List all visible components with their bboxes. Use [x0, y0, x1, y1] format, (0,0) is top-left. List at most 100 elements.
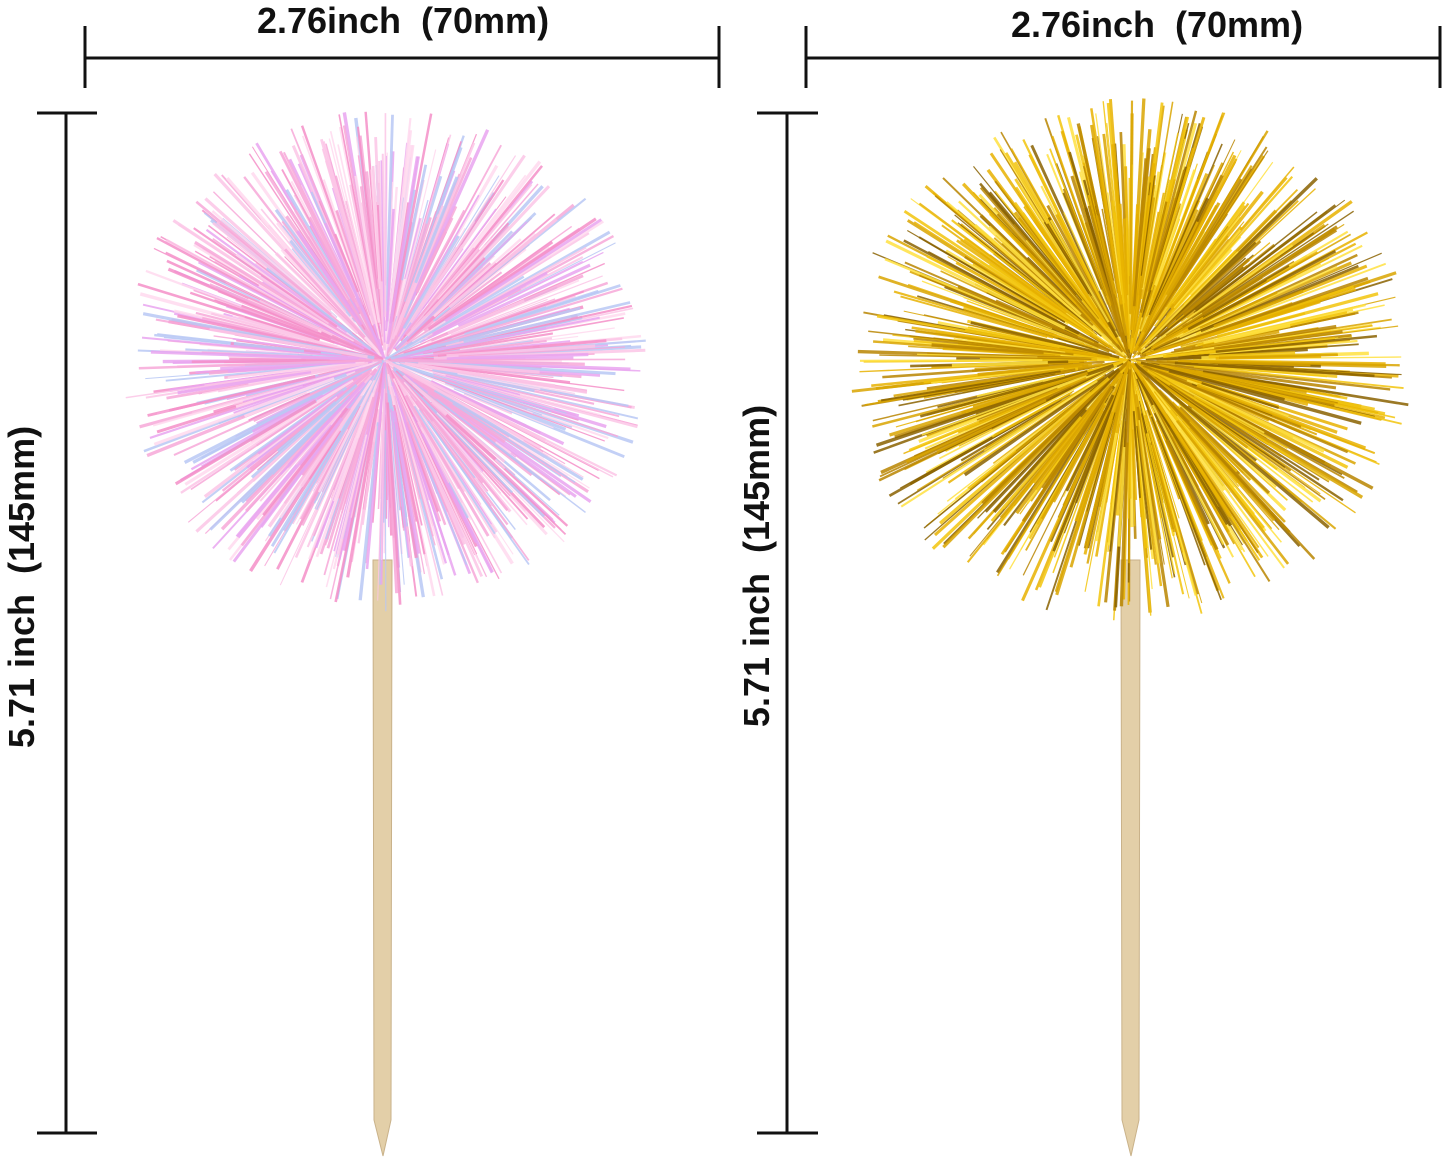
tinsel-strand: [1175, 150, 1269, 292]
tinsel-strand: [165, 363, 338, 382]
tinsel-strand: [916, 374, 1106, 491]
tinsel-strand: [380, 160, 386, 343]
tinsel-strand: [220, 410, 337, 531]
tinsel-strand: [306, 391, 373, 548]
tinsel-strand: [289, 239, 352, 318]
tinsel-strand: [402, 235, 460, 329]
tinsel-strand: [907, 230, 1065, 323]
tinsel-strand: [1137, 437, 1151, 567]
tinsel-strand: [1167, 379, 1265, 434]
tinsel-strand: [976, 387, 1058, 421]
tinsel-strand: [420, 427, 471, 520]
tinsel-strand: [1125, 217, 1131, 354]
tinsel-strand: [1139, 203, 1182, 330]
tinsel-strand: [1217, 292, 1379, 339]
tinsel-strand: [921, 374, 1087, 436]
tinsel-strand: [1145, 287, 1357, 357]
tinsel-strand: [273, 359, 386, 554]
tinsel-strand: [194, 240, 363, 347]
tinsel-strand: [332, 434, 368, 570]
tinsel-strand: [204, 363, 354, 387]
tinsel-strand: [913, 337, 1074, 356]
tinsel-strand: [1140, 132, 1179, 306]
tinsel-strand: [966, 300, 1085, 345]
tinsel-strand: [1022, 139, 1117, 330]
tinsel-strand: [1169, 384, 1283, 458]
tinsel-strand: [328, 138, 381, 339]
tinsel-strand: [1129, 204, 1140, 331]
tinsel-strand: [1055, 419, 1113, 596]
tinsel-strand: [1111, 200, 1125, 304]
tinsel-strand: [219, 222, 343, 325]
tinsel-strand: [1141, 361, 1335, 405]
tinsel-strand: [1111, 144, 1131, 350]
tinsel-strand: [433, 375, 619, 438]
tinsel-strand: [253, 360, 383, 422]
left-height-label: 5.71 inch (145mm): [1, 425, 42, 749]
tinsel-strand: [1193, 395, 1288, 450]
tinsel-strand: [1129, 361, 1157, 565]
right-height-label: 5.71 inch (145mm): [736, 404, 777, 728]
tinsel-strand: [955, 261, 1059, 321]
tinsel-strand: [1150, 444, 1177, 533]
tinsel-strand: [221, 371, 371, 492]
tinsel-strand: [410, 183, 533, 330]
tinsel-strand: [1140, 175, 1156, 276]
tinsel-strand: [1119, 369, 1132, 607]
tinsel-strand: [308, 430, 342, 480]
tinsel-strand: [1137, 420, 1161, 564]
tinsel-strand: [308, 401, 370, 560]
tinsel-strand: [392, 214, 440, 338]
right-stick: [1120, 559, 1141, 1157]
tinsel-strand: [918, 202, 1068, 314]
tinsel-strand: [946, 407, 1069, 502]
tinsel-strand: [996, 388, 1114, 577]
tinsel-strand: [250, 383, 358, 479]
tinsel-strand: [1141, 101, 1174, 289]
tinsel-strand: [444, 218, 603, 323]
tinsel-strand: [346, 362, 386, 578]
tinsel-strand: [402, 374, 506, 463]
tinsel-strand: [958, 200, 1082, 316]
tinsel-strand: [1171, 401, 1252, 481]
tinsel-strand: [244, 316, 320, 341]
tinsel-strand: [342, 125, 376, 301]
tinsel-strand: [391, 370, 482, 505]
tinsel-strand: [953, 338, 1066, 353]
tinsel-strand: [969, 391, 1091, 491]
tinsel-strand: [318, 236, 355, 302]
tinsel-strand: [1151, 169, 1186, 283]
tinsel-strand: [1171, 324, 1337, 355]
tinsel-strand: [1030, 144, 1121, 338]
tinsel-strand: [1218, 353, 1338, 359]
tinsel-strand: [409, 154, 526, 324]
tinsel-strand: [1150, 369, 1349, 469]
tinsel-strand: [412, 416, 471, 533]
tinsel-strand: [1188, 421, 1238, 473]
tinsel-strand: [931, 366, 1064, 384]
tinsel-strand: [1144, 192, 1165, 285]
tinsel-strand: [334, 233, 360, 293]
tinsel-strand: [248, 392, 311, 422]
tinsel-strand: [338, 392, 379, 561]
tinsel-strand: [1144, 414, 1184, 553]
tinsel-strand: [1144, 175, 1294, 344]
tinsel-strand: [947, 256, 1061, 321]
tinsel-strand: [936, 398, 1047, 454]
tinsel-strand: [459, 327, 615, 351]
tinsel-strand: [233, 342, 305, 353]
tinsel-strand: [938, 365, 1118, 460]
tinsel-strand: [1032, 219, 1126, 354]
tinsel-strand: [326, 396, 376, 549]
tinsel-strand: [1090, 108, 1123, 305]
tinsel-strand: [217, 362, 369, 393]
tinsel-strand: [152, 360, 382, 427]
tinsel-strand: [420, 433, 478, 544]
tinsel-strand: [422, 395, 522, 491]
tinsel-strand: [391, 217, 432, 338]
tinsel-strand: [996, 213, 1124, 353]
tinsel-strand: [395, 221, 528, 350]
tinsel-strand: [241, 304, 332, 341]
tinsel-strand: [361, 425, 378, 525]
tinsel-strand: [991, 391, 1073, 438]
